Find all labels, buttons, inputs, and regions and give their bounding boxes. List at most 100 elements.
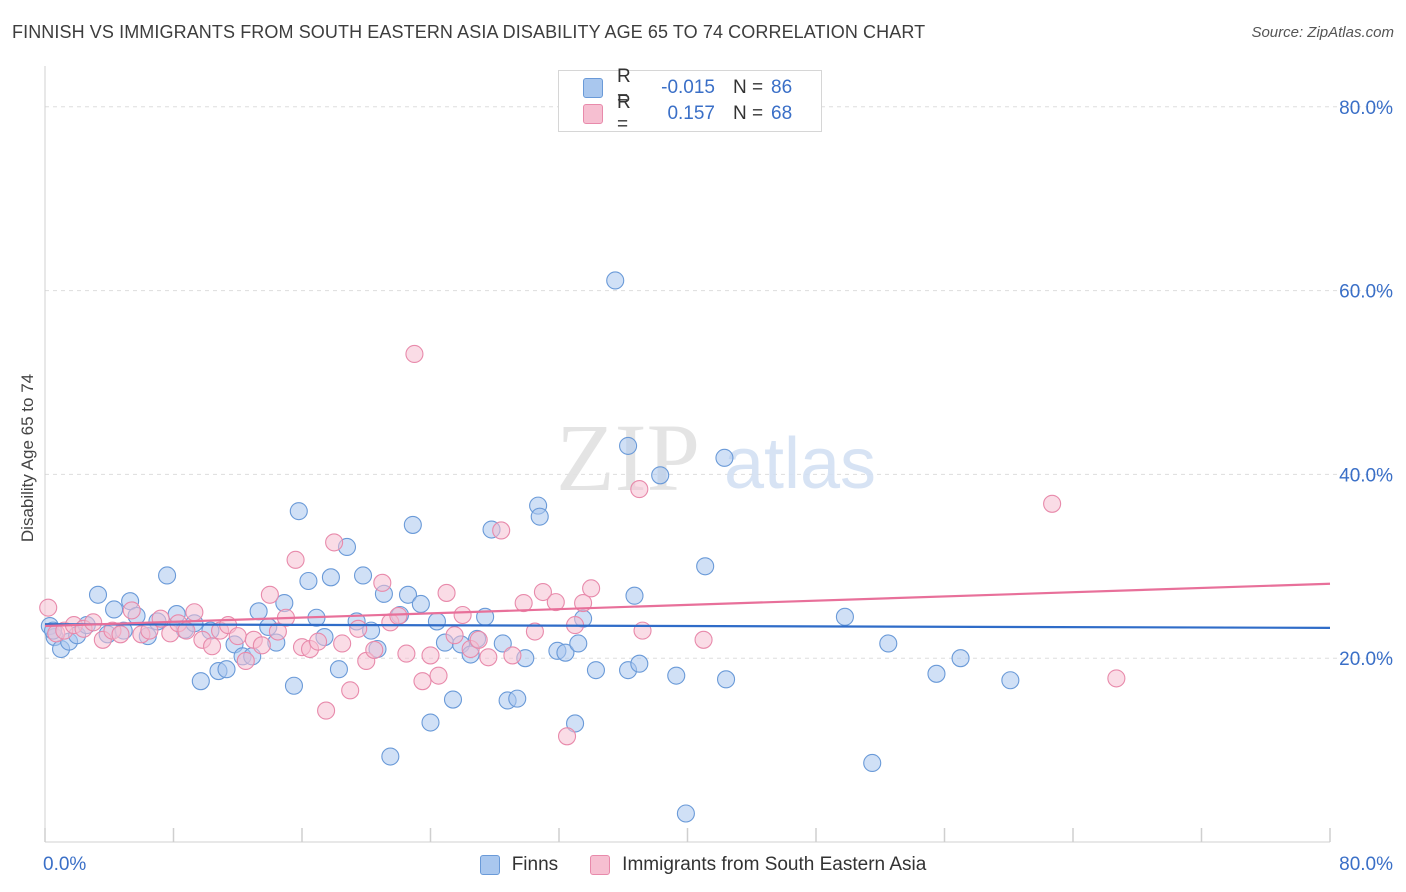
data-point <box>381 747 400 766</box>
legend-r-label: R = <box>617 92 631 135</box>
x-tick-label: 80.0% <box>1339 854 1393 875</box>
trend-line-finns <box>44 623 1331 629</box>
data-point <box>667 666 686 685</box>
legend-row-finns: R = -0.015 N = 86 <box>583 66 793 109</box>
data-point <box>236 651 255 670</box>
data-point <box>879 634 898 653</box>
axes <box>44 66 1331 843</box>
data-point <box>508 689 527 708</box>
data-point <box>249 602 268 621</box>
x-tick-label: 0.0% <box>43 854 86 875</box>
trend-line-immigrants <box>44 582 1331 628</box>
data-point <box>453 605 472 625</box>
data-points <box>39 271 1126 823</box>
watermark-atlas: atlas <box>724 424 876 504</box>
data-point <box>191 672 210 691</box>
data-point <box>503 646 522 665</box>
data-point <box>122 601 141 620</box>
data-point <box>284 676 304 695</box>
data-point <box>696 557 715 576</box>
data-point <box>286 550 305 569</box>
data-point <box>88 585 108 604</box>
data-point <box>365 640 384 659</box>
data-point <box>694 630 713 649</box>
legend-swatch-finns <box>479 855 500 875</box>
data-point <box>479 648 498 667</box>
y-tick-label: 40.0% <box>1339 465 1393 486</box>
data-point <box>84 613 103 632</box>
series-legend: Finns Immigrants from South Eastern Asia <box>0 852 1406 878</box>
y-tick-label: 80.0% <box>1339 98 1393 119</box>
watermark: ZIP atlas <box>556 404 876 511</box>
data-point <box>863 753 882 773</box>
data-point <box>546 593 565 612</box>
data-point <box>421 646 440 665</box>
data-point <box>525 622 544 641</box>
data-point <box>333 634 352 653</box>
data-point <box>630 480 649 499</box>
data-point <box>373 573 392 592</box>
data-point <box>349 619 368 638</box>
data-point <box>445 626 464 645</box>
data-point <box>630 654 649 673</box>
data-point <box>715 448 734 467</box>
y-tick-label: 20.0% <box>1339 649 1393 670</box>
data-point <box>321 568 340 587</box>
source-label: Source: ZipAtlas.com <box>1251 24 1394 41</box>
data-point <box>39 598 58 617</box>
data-point <box>403 515 422 534</box>
data-point <box>413 672 432 691</box>
y-tick-label: 60.0% <box>1339 282 1393 303</box>
data-point <box>716 670 736 689</box>
data-point <box>443 690 463 709</box>
legend-item-finns[interactable]: Finns <box>479 854 558 876</box>
data-point <box>514 593 533 613</box>
data-point <box>398 585 418 604</box>
data-point <box>835 607 854 626</box>
data-point <box>252 636 271 655</box>
data-point <box>217 660 236 679</box>
data-point <box>1107 669 1126 688</box>
data-point <box>437 583 456 602</box>
data-point <box>633 621 652 640</box>
series-immigrants-points <box>39 344 1126 746</box>
data-point <box>309 632 328 651</box>
data-point <box>329 660 348 679</box>
y-axis-title: Disability Age 65 to 74 <box>18 373 37 543</box>
data-point <box>389 606 408 625</box>
data-point <box>353 566 373 585</box>
correlation-legend: R = -0.015 N = 86 R = 0.157 N = 68 <box>558 66 822 135</box>
data-point <box>533 582 552 602</box>
data-point <box>582 579 601 598</box>
chart-title: FINNISH VS IMMIGRANTS FROM SOUTH EASTERN… <box>12 22 926 42</box>
legend-r-value: -0.015 <box>661 77 715 98</box>
data-point <box>569 634 588 653</box>
data-point <box>1043 494 1062 513</box>
data-point <box>299 571 318 591</box>
data-point <box>397 644 416 663</box>
legend-n-value: 68 <box>771 103 793 124</box>
data-point <box>289 502 308 521</box>
data-point <box>566 714 585 733</box>
grid-lines <box>45 106 1392 659</box>
series-finns-points <box>40 271 1020 823</box>
data-point <box>317 701 336 720</box>
watermark-zip: ZIP <box>556 404 700 511</box>
data-point <box>185 603 204 622</box>
legend-n-label: N = <box>733 77 764 98</box>
legend-n-label: N = <box>733 103 764 124</box>
data-point <box>405 344 424 364</box>
legend-item-immigrants[interactable]: Immigrants from South Eastern Asia <box>590 854 926 876</box>
data-point <box>951 649 970 668</box>
data-point <box>429 666 448 685</box>
data-point <box>260 585 279 604</box>
data-point <box>111 625 130 644</box>
x-tick-labels: 0.0% 80.0% <box>43 854 1393 875</box>
legend-swatch-immigrants <box>590 855 611 875</box>
data-point <box>927 664 946 683</box>
data-point <box>228 627 247 646</box>
legend-label-immigrants: Immigrants from South Eastern Asia <box>622 854 927 875</box>
legend-n-value: 86 <box>771 77 793 98</box>
data-point <box>557 727 577 746</box>
